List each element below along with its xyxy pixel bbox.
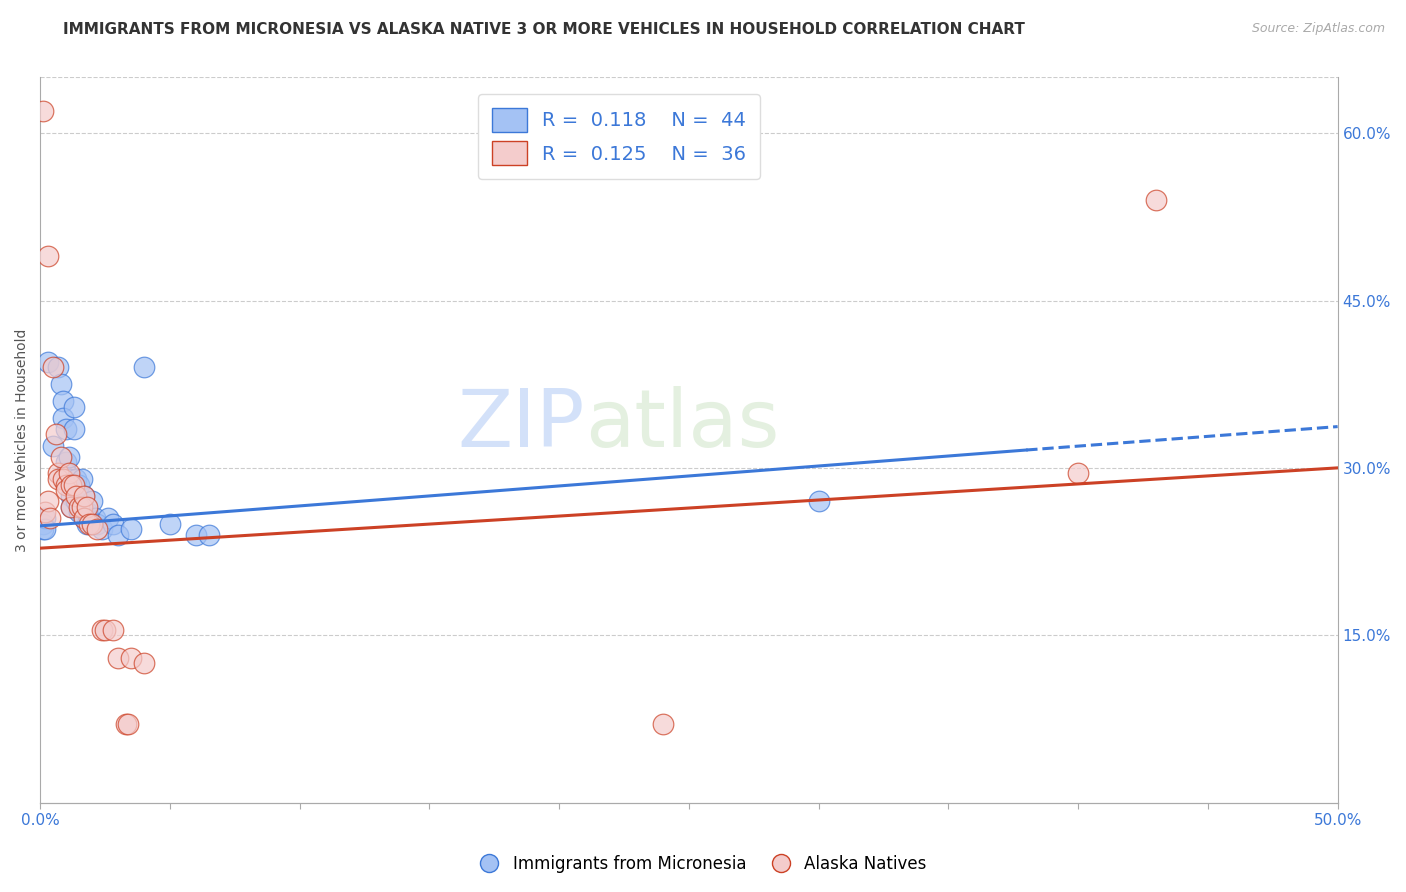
Point bbox=[65, 494, 87, 508]
Point bbox=[80, 516, 103, 531]
Point bbox=[91, 522, 114, 536]
Point bbox=[1067, 467, 1090, 481]
Point bbox=[58, 467, 80, 481]
Point bbox=[73, 489, 96, 503]
Point bbox=[120, 650, 142, 665]
Point bbox=[76, 500, 98, 514]
Point bbox=[91, 623, 114, 637]
Point bbox=[31, 516, 53, 531]
Text: atlas: atlas bbox=[585, 386, 779, 465]
Point bbox=[34, 506, 56, 520]
Text: IMMIGRANTS FROM MICRONESIA VS ALASKA NATIVE 3 OR MORE VEHICLES IN HOUSEHOLD CORR: IMMIGRANTS FROM MICRONESIA VS ALASKA NAT… bbox=[63, 22, 1025, 37]
Point bbox=[55, 422, 77, 436]
Point bbox=[197, 528, 219, 542]
Point bbox=[60, 477, 83, 491]
Point bbox=[67, 500, 90, 514]
Point bbox=[31, 522, 53, 536]
Point bbox=[55, 483, 77, 498]
Point bbox=[120, 522, 142, 536]
Point bbox=[42, 360, 65, 375]
Point bbox=[52, 472, 75, 486]
Point bbox=[184, 528, 207, 542]
Point bbox=[49, 377, 72, 392]
Point bbox=[60, 500, 83, 514]
Point bbox=[159, 516, 181, 531]
Point bbox=[58, 472, 80, 486]
Point bbox=[80, 516, 103, 531]
Point bbox=[107, 650, 129, 665]
Point bbox=[58, 450, 80, 464]
Point bbox=[63, 422, 86, 436]
Point bbox=[63, 477, 86, 491]
Point bbox=[63, 400, 86, 414]
Point bbox=[49, 450, 72, 464]
Point bbox=[46, 467, 69, 481]
Point bbox=[60, 489, 83, 503]
Point bbox=[60, 500, 83, 514]
Point bbox=[31, 103, 53, 118]
Point bbox=[132, 656, 155, 670]
Y-axis label: 3 or more Vehicles in Household: 3 or more Vehicles in Household bbox=[15, 328, 30, 551]
Point bbox=[117, 717, 139, 731]
Point bbox=[55, 455, 77, 469]
Point bbox=[807, 494, 830, 508]
Point bbox=[1144, 193, 1167, 207]
Point bbox=[34, 511, 56, 525]
Point bbox=[76, 516, 98, 531]
Point bbox=[80, 494, 103, 508]
Text: Source: ZipAtlas.com: Source: ZipAtlas.com bbox=[1251, 22, 1385, 36]
Point bbox=[73, 511, 96, 525]
Legend: Immigrants from Micronesia, Alaska Natives: Immigrants from Micronesia, Alaska Nativ… bbox=[472, 848, 934, 880]
Point bbox=[39, 511, 62, 525]
Point bbox=[107, 528, 129, 542]
Point bbox=[86, 522, 108, 536]
Point bbox=[79, 516, 101, 531]
Point bbox=[83, 511, 105, 525]
Point bbox=[114, 717, 136, 731]
Point bbox=[37, 249, 59, 263]
Point bbox=[65, 472, 87, 486]
Point bbox=[37, 494, 59, 508]
Point bbox=[55, 467, 77, 481]
Point bbox=[65, 489, 87, 503]
Point bbox=[67, 506, 90, 520]
Point bbox=[79, 511, 101, 525]
Point bbox=[67, 477, 90, 491]
Point bbox=[52, 410, 75, 425]
Point bbox=[101, 623, 124, 637]
Point bbox=[52, 393, 75, 408]
Text: ZIP: ZIP bbox=[458, 386, 585, 465]
Point bbox=[73, 511, 96, 525]
Point bbox=[37, 355, 59, 369]
Point bbox=[70, 500, 93, 514]
Point bbox=[73, 489, 96, 503]
Point bbox=[55, 477, 77, 491]
Point bbox=[101, 516, 124, 531]
Point bbox=[97, 511, 120, 525]
Point bbox=[86, 516, 108, 531]
Point bbox=[46, 360, 69, 375]
Point bbox=[34, 522, 56, 536]
Point bbox=[46, 472, 69, 486]
Point bbox=[94, 623, 117, 637]
Legend: R =  0.118    N =  44, R =  0.125    N =  36: R = 0.118 N = 44, R = 0.125 N = 36 bbox=[478, 95, 759, 178]
Point bbox=[45, 427, 67, 442]
Point bbox=[42, 439, 65, 453]
Point bbox=[70, 472, 93, 486]
Point bbox=[76, 506, 98, 520]
Point bbox=[651, 717, 673, 731]
Point bbox=[132, 360, 155, 375]
